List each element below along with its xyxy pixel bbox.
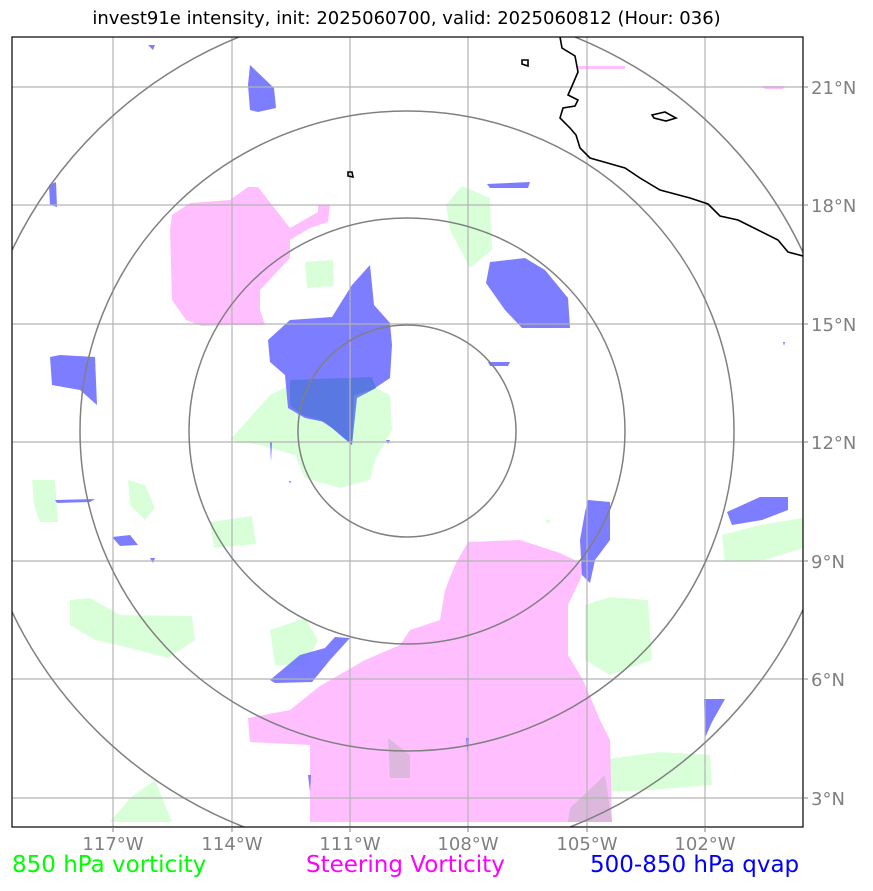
lon-tick-labels: 117°W 114°W 111°W 108°W 105°W 102°W	[82, 834, 735, 855]
legend-850-vorticity: 850 hPa vorticity	[12, 852, 207, 878]
map-frame	[11, 36, 804, 828]
coastline	[347, 37, 803, 257]
lon-tick-label: 111°W	[319, 834, 380, 855]
graticule	[12, 37, 803, 827]
map-plot-area	[12, 37, 803, 827]
lon-tick-label: 108°W	[437, 834, 498, 855]
lon-tick-label: 102°W	[674, 834, 735, 855]
lat-tick-label: 12°N	[811, 433, 856, 454]
map-title: invest91e intensity, init: 2025060700, v…	[92, 8, 721, 29]
legend-steering-vorticity: Steering Vorticity	[306, 852, 505, 878]
lat-tick-label: 9°N	[811, 552, 845, 573]
range-rings	[12, 37, 803, 827]
lat-tick-label: 3°N	[811, 789, 845, 810]
legend-qvap: 500-850 hPa qvap	[590, 852, 800, 878]
steering-vorticity-fill	[170, 66, 785, 822]
lat-tick-label: 15°N	[811, 315, 856, 336]
lon-tick-label: 117°W	[82, 834, 143, 855]
tick-marks	[112, 86, 808, 832]
lat-tick-label: 21°N	[811, 78, 856, 99]
lon-tick-label: 114°W	[201, 834, 262, 855]
lon-tick-label: 105°W	[556, 834, 617, 855]
lat-tick-label: 6°N	[811, 670, 845, 691]
lat-tick-labels: 21°N 18°N 15°N 12°N 9°N 6°N 3°N	[811, 78, 856, 810]
lat-tick-label: 18°N	[811, 196, 856, 217]
